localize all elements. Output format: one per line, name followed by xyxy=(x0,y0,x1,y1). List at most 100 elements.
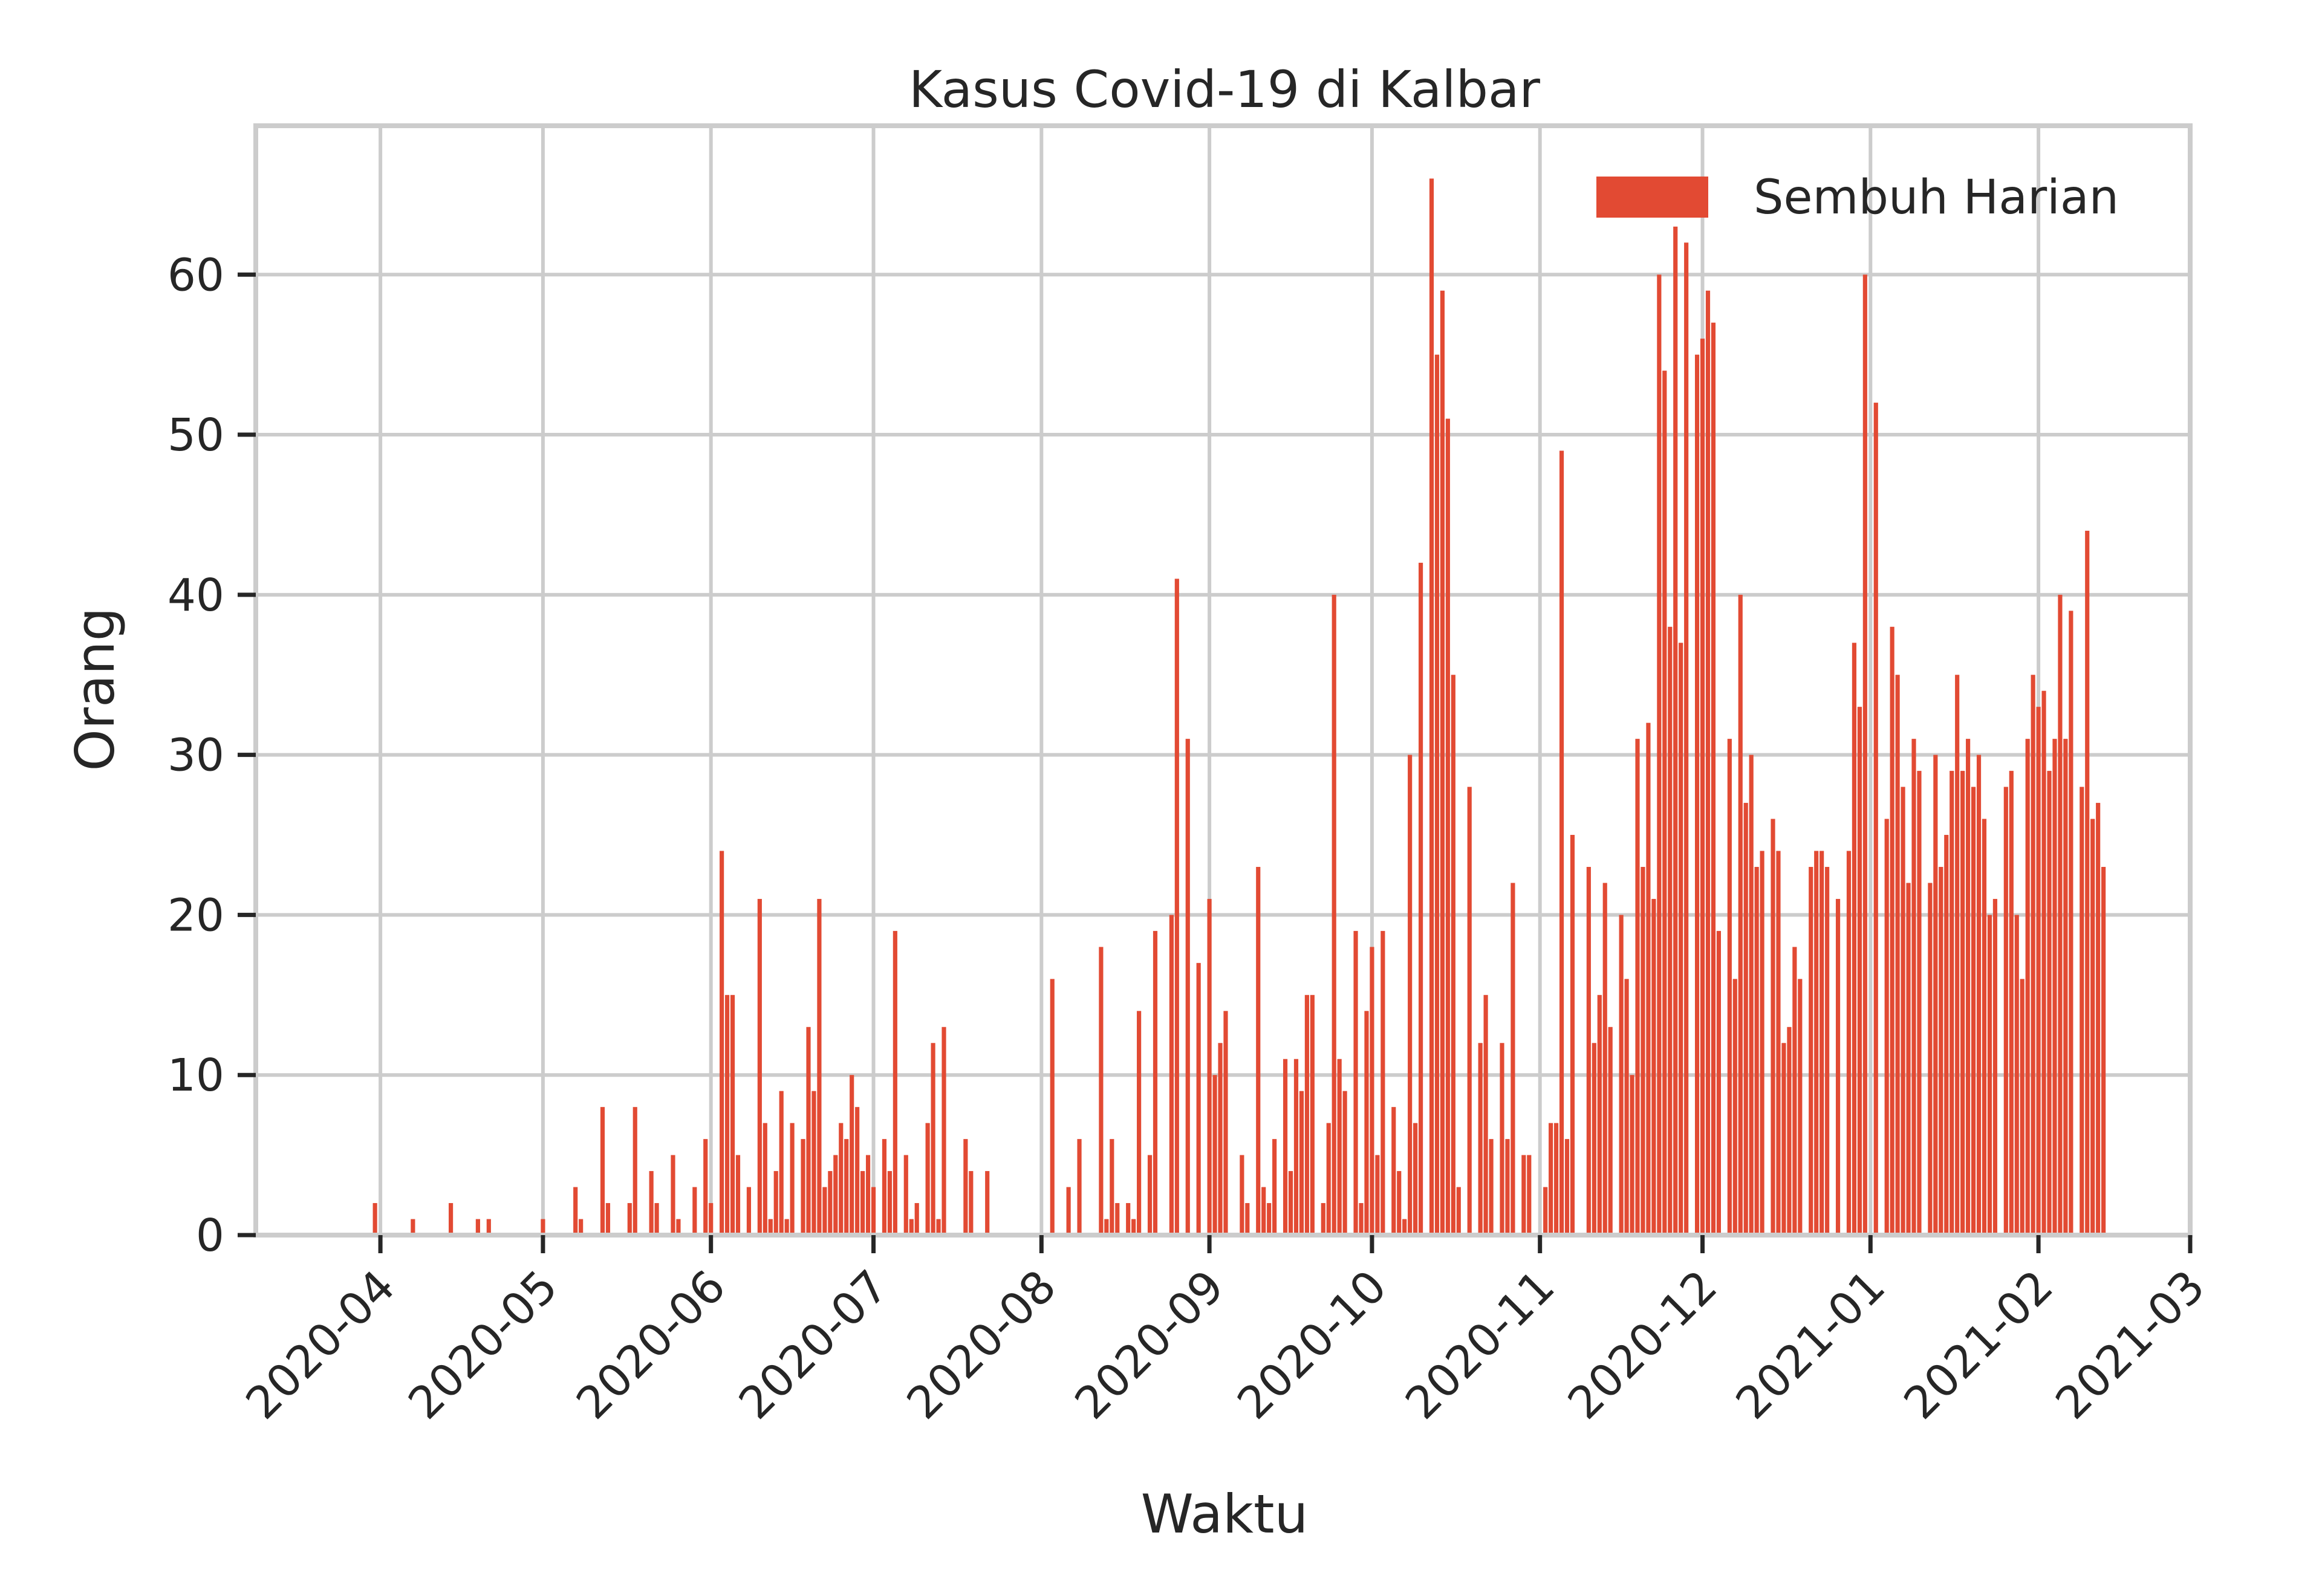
bar xyxy=(1391,1107,1396,1235)
bar xyxy=(871,1187,876,1235)
bar xyxy=(801,1139,805,1235)
bar xyxy=(1895,675,1900,1235)
bar xyxy=(779,1091,784,1235)
bar xyxy=(2036,707,2041,1235)
bar xyxy=(1694,354,1700,1235)
bar xyxy=(1429,178,1434,1235)
bar xyxy=(372,1203,377,1235)
bar xyxy=(817,898,822,1235)
bar xyxy=(1527,1155,1532,1235)
bar xyxy=(1223,1011,1228,1235)
bar xyxy=(1646,722,1651,1235)
bar xyxy=(725,994,730,1235)
bar xyxy=(1835,898,1841,1235)
bar xyxy=(1992,898,1997,1235)
bar xyxy=(1342,1091,1347,1235)
bar xyxy=(1413,1123,1418,1235)
bar xyxy=(1505,1139,1510,1235)
bar xyxy=(1564,1139,1570,1235)
bar xyxy=(1760,851,1764,1235)
bar xyxy=(449,1203,454,1235)
bar xyxy=(633,1107,637,1235)
bar xyxy=(887,1171,892,1235)
bar xyxy=(1288,1171,1293,1235)
bar xyxy=(822,1187,827,1235)
bar xyxy=(757,898,762,1235)
bar xyxy=(1456,1187,1461,1235)
bar xyxy=(1798,979,1803,1235)
bar xyxy=(1809,866,1813,1235)
bar xyxy=(1651,898,1656,1235)
bar xyxy=(1873,403,1878,1235)
bar xyxy=(1185,739,1190,1235)
bar xyxy=(2020,979,2024,1235)
y-tick-label: 50 xyxy=(167,409,224,461)
bar xyxy=(1283,1059,1288,1235)
bar xyxy=(1727,739,1732,1235)
bar xyxy=(1543,1187,1548,1235)
bar xyxy=(1570,835,1575,1235)
bar xyxy=(1549,1123,1553,1235)
bar xyxy=(1174,579,1179,1235)
bar xyxy=(855,1107,860,1235)
bar xyxy=(1299,1091,1304,1235)
bar xyxy=(828,1171,833,1235)
bar xyxy=(1559,450,1564,1235)
bar xyxy=(676,1219,681,1235)
bar xyxy=(605,1203,611,1235)
bar xyxy=(1971,787,1976,1235)
plot-frame xyxy=(253,123,2193,1238)
bar xyxy=(1906,883,1911,1235)
bar xyxy=(1131,1219,1136,1235)
bar xyxy=(811,1091,816,1235)
bar xyxy=(1196,962,1201,1235)
bar xyxy=(703,1139,708,1235)
bar xyxy=(860,1171,865,1235)
bar xyxy=(2063,739,2068,1235)
bar xyxy=(1933,754,1938,1235)
bar xyxy=(1700,339,1705,1236)
bar xyxy=(914,1203,919,1235)
bar xyxy=(909,1219,914,1235)
bar xyxy=(1489,1139,1494,1235)
bar xyxy=(1884,819,1889,1235)
bar xyxy=(1711,322,1716,1235)
bar xyxy=(1050,979,1055,1235)
bar xyxy=(1147,1155,1153,1235)
bar xyxy=(1521,1155,1526,1235)
bar xyxy=(1987,915,1992,1235)
y-tick-label: 40 xyxy=(167,569,224,621)
bar xyxy=(1624,979,1629,1235)
bar xyxy=(1917,771,1922,1235)
bar xyxy=(1787,1027,1792,1235)
bar xyxy=(1381,930,1385,1235)
bar xyxy=(773,1171,778,1235)
bar xyxy=(1256,866,1261,1235)
bar xyxy=(2096,803,2101,1235)
bar xyxy=(1321,1203,1325,1235)
bar xyxy=(963,1139,968,1235)
bar xyxy=(1754,866,1759,1235)
bar xyxy=(1272,1139,1277,1235)
bar xyxy=(1440,290,1445,1235)
bar xyxy=(1434,354,1440,1235)
bar xyxy=(2009,771,2014,1235)
bar xyxy=(1630,1075,1634,1235)
bar xyxy=(1304,994,1309,1235)
bar xyxy=(1749,754,1754,1235)
bar xyxy=(1370,947,1374,1235)
bar xyxy=(2101,866,2106,1235)
bar xyxy=(1732,979,1737,1235)
bar xyxy=(1825,866,1830,1235)
bar xyxy=(2031,675,2035,1235)
bar xyxy=(1218,1043,1223,1235)
bar xyxy=(2085,530,2090,1235)
bar xyxy=(1445,418,1450,1235)
bar xyxy=(2080,787,2084,1235)
bar xyxy=(1212,1075,1217,1235)
bar xyxy=(486,1219,491,1235)
bar xyxy=(1077,1139,1082,1235)
bar xyxy=(579,1219,584,1235)
bar xyxy=(1862,274,1867,1236)
